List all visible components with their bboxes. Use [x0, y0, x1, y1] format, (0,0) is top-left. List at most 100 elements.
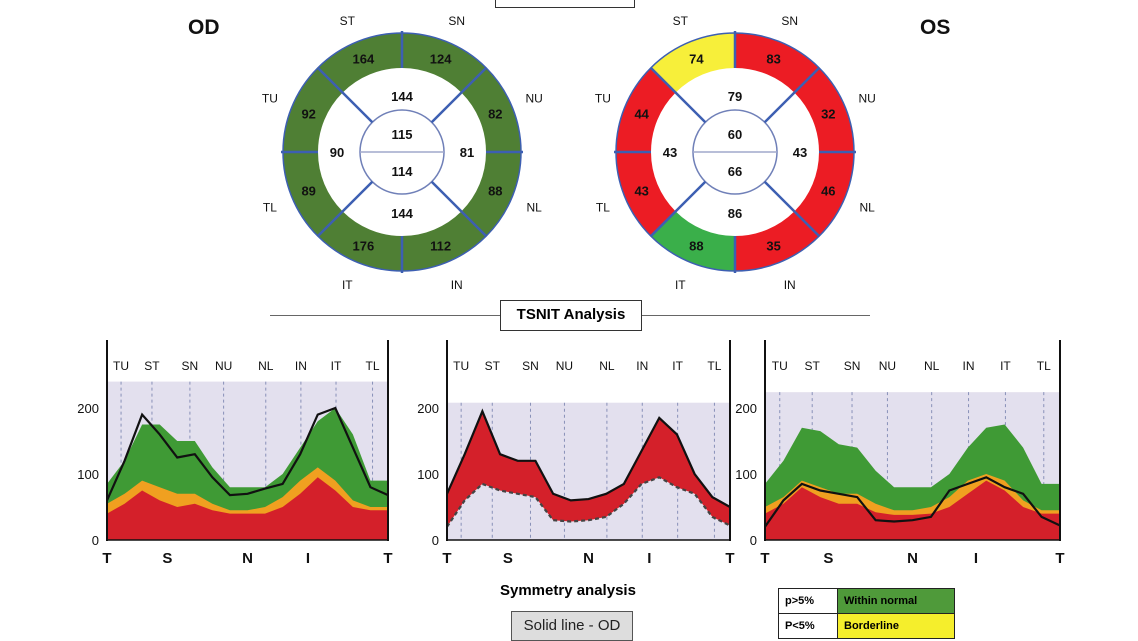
sector-label: SN: [844, 359, 861, 373]
sector-label: NU: [556, 359, 573, 373]
sector-label: IN: [636, 359, 648, 373]
sector-nu: [461, 67, 521, 152]
sector-label: SN: [522, 359, 539, 373]
sector-divider: [763, 66, 821, 124]
legend-p: P<5%: [778, 613, 838, 639]
sector-label: IT: [675, 278, 686, 292]
x-tick-label: T: [760, 550, 769, 567]
sector-label: IT: [1000, 359, 1011, 373]
sector-label: IN: [451, 278, 463, 292]
sector-st: [317, 33, 402, 93]
sector-divider: [649, 66, 707, 124]
sector-label: TL: [596, 201, 610, 215]
y-tick-label: 100: [77, 467, 99, 482]
sector-label: TL: [263, 201, 277, 215]
quadrant-inferior-value: 86: [728, 206, 742, 221]
sector-label: NL: [924, 359, 940, 373]
x-tick-label: I: [974, 550, 978, 567]
sector-it: [650, 211, 735, 271]
sector-nu: [794, 67, 854, 152]
x-tick-label: I: [306, 550, 310, 567]
sector-value: 44: [634, 106, 649, 121]
sector-value: 92: [301, 106, 315, 121]
x-tick-label: N: [583, 550, 594, 567]
sector-sn: [735, 32, 820, 93]
sector-value: 124: [430, 52, 452, 67]
sector-label: NU: [879, 359, 896, 373]
legend: p>5% Within normal P<5% Borderline: [778, 588, 955, 639]
sector-label: TU: [453, 359, 469, 373]
quadrant-nasal-value: 81: [460, 145, 474, 160]
sector-label: TU: [113, 359, 129, 373]
sector-value: 88: [689, 238, 703, 253]
quadrant-superior-value: 144: [391, 89, 413, 104]
sector-in: [735, 211, 820, 271]
sector-label: SN: [781, 14, 798, 28]
center-lower-value: 66: [728, 164, 742, 179]
sector-label: ST: [805, 359, 821, 373]
x-tick-label: T: [383, 550, 392, 567]
sector-value: 164: [352, 52, 374, 67]
sector-it: [317, 211, 402, 271]
sector-tl: [283, 152, 343, 237]
sector-sn: [402, 32, 487, 93]
legend-label: Borderline: [837, 613, 955, 639]
od-line: [445, 408, 731, 508]
rnfl-sector-maps: 82 NU 124 SN 164 ST 92 TU 89 TL 176 IT 112 IN 88 NL 144 1…: [262, 14, 876, 292]
sector-label: SN: [448, 14, 465, 28]
sector-divider: [763, 180, 821, 238]
legend-row-normal: p>5% Within normal: [778, 588, 955, 614]
difference-area: [447, 411, 730, 527]
legend-row-borderline: P<5% Borderline: [778, 613, 955, 639]
symmetry-analysis-label: Symmetry analysis: [500, 582, 636, 599]
y-tick-label: 200: [735, 401, 757, 416]
x-tick-label: T: [102, 550, 111, 567]
os-heading: OS: [920, 16, 951, 39]
x-tick-label: T: [442, 550, 451, 567]
sector-label: NU: [215, 359, 232, 373]
sector-nl: [461, 152, 521, 237]
sector-value: 88: [488, 184, 502, 199]
sector-label: IN: [963, 359, 975, 373]
quadrant-temporal-value: 43: [663, 145, 677, 160]
x-tick-label: S: [823, 550, 833, 567]
sector-label: NU: [858, 91, 875, 105]
sector-label: ST: [144, 359, 160, 373]
sector-value: 32: [821, 106, 835, 121]
center-upper-value: 60: [728, 127, 742, 142]
y-tick-label: 0: [750, 533, 757, 548]
sector-label: IT: [331, 359, 342, 373]
sector-label: TU: [772, 359, 788, 373]
x-tick-label: N: [242, 550, 253, 567]
sector-divider: [430, 180, 488, 238]
sector-value: 176: [352, 238, 374, 253]
band-outside-normal: [107, 477, 388, 540]
y-tick-label: 100: [735, 467, 757, 482]
sector-value: 74: [689, 52, 704, 67]
sector-label: ST: [340, 14, 356, 28]
sector-value: 43: [634, 184, 648, 199]
top-title-box: [495, 0, 635, 8]
y-tick-label: 200: [77, 401, 99, 416]
sector-label: TL: [707, 359, 721, 373]
sector-st: [650, 33, 735, 93]
quadrant-inferior-value: 144: [391, 206, 413, 221]
band-outside-normal: [765, 480, 1060, 540]
sector-tu: [616, 67, 676, 152]
sector-label: TU: [595, 91, 611, 105]
y-tick-label: 0: [432, 533, 439, 548]
thickness-line: [105, 406, 389, 501]
sector-label: NL: [258, 359, 274, 373]
quadrant-superior-value: 79: [728, 89, 742, 104]
sector-tu: [283, 67, 343, 152]
thickness-line: [764, 476, 1061, 528]
quadrant-temporal-value: 90: [330, 145, 344, 160]
sector-divider: [316, 180, 374, 238]
sector-label: IN: [295, 359, 307, 373]
sector-label: ST: [673, 14, 689, 28]
sector-label: TL: [1037, 359, 1051, 373]
